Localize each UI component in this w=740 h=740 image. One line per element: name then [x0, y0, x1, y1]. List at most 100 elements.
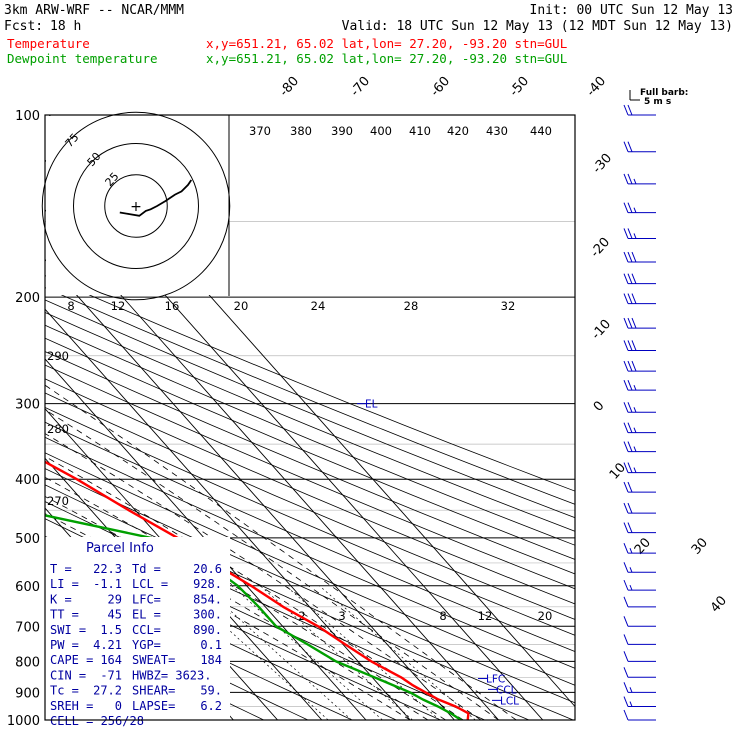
wind-barb-flag [623, 173, 629, 185]
wind-barb-flag [631, 317, 637, 329]
mixing-ratio-line [260, 585, 413, 720]
hodograph-trace [119, 179, 193, 217]
dry-adiabat-line [45, 275, 575, 492]
parcel-info-cell: 6.2 [200, 699, 222, 713]
wind-barb-half [629, 584, 633, 591]
theta-label: 380 [290, 124, 312, 138]
dry-adiabat-line [45, 364, 575, 590]
temperature-tick-label: 30 [689, 535, 711, 557]
parcel-info-cell: 22.3 [93, 562, 122, 576]
parcel-info-cell: CIN = [50, 668, 86, 682]
parcel-info-cell: CELL = 256/28 [50, 714, 144, 728]
parcel-info-cell: SWEAT= [132, 653, 175, 667]
wind-barb [623, 379, 656, 391]
wind-barb-half [633, 233, 637, 239]
theta-label: 290 [47, 349, 69, 363]
wind-barb-half [633, 467, 637, 473]
dry-adiabat-line [45, 392, 575, 620]
wind-barb [623, 522, 656, 534]
dry-adiabat-line [45, 468, 575, 704]
dry-adiabat-line [45, 337, 575, 560]
theta-label: 400 [370, 124, 392, 138]
parcel-info-cell: 0 [115, 699, 122, 713]
mixing-ratio-label: 20 [538, 609, 553, 623]
parcel-info-cell: PW = [50, 638, 79, 652]
wind-barb-flag [627, 340, 633, 351]
wind-barb-half [629, 548, 633, 554]
wind-barb [623, 340, 656, 351]
wind-barb-flag [623, 202, 629, 213]
parcel-info-cell: SREH = [50, 699, 93, 713]
pressure-tick-label: 100 [15, 109, 40, 124]
temperature-tick-label: -80 [277, 74, 302, 100]
isotherm-line [45, 358, 367, 720]
wind-barb [623, 462, 656, 474]
wind-barb-flag [627, 462, 633, 473]
wind-barb-flag [627, 293, 633, 304]
wind-barb-flag [623, 481, 629, 493]
temperature-tick-label: -40 [584, 74, 609, 100]
wind-barb-flag [623, 379, 629, 391]
temperature-tick-label: -30 [590, 151, 615, 177]
hodograph-ring [41, 111, 231, 301]
wind-barb [623, 104, 656, 116]
wind-barb-flag [623, 251, 629, 263]
wind-barb [623, 422, 656, 434]
wind-barb-flag [623, 340, 629, 351]
mixing-ratio-label: 8 [439, 609, 446, 623]
parcel-info-cell: LCL = [132, 577, 168, 591]
temperature-tick-label: -50 [507, 74, 532, 100]
wind-barb-half [629, 567, 633, 573]
parcel-info-cell: TT = [50, 608, 79, 622]
temperature-tick-label: -20 [588, 235, 613, 261]
wind-barb [623, 651, 656, 662]
parcel-info-cell: 27.2 [93, 684, 122, 698]
pressure-tick-label: 700 [15, 620, 40, 635]
wind-barb-flag [631, 360, 637, 372]
wind-barb-flag [627, 481, 633, 493]
pressure-tick-label: 900 [15, 686, 40, 701]
mixing-ratio-label: 12 [111, 299, 126, 313]
wind-barb-flag [623, 696, 629, 707]
wind-barb-flag [623, 293, 629, 304]
dry-adiabat-line [45, 299, 575, 519]
dry-adiabat-line [45, 452, 575, 686]
temperature-tick-label: 40 [708, 593, 730, 615]
pressure-tick-label: 1000 [7, 714, 40, 729]
wind-barb-flag [623, 273, 629, 284]
pressure-tick-label: 200 [15, 291, 40, 306]
fcst-value: 18 h [50, 19, 81, 34]
parcel-info-cell: YGP= [132, 638, 161, 652]
wind-barbs [623, 104, 656, 721]
parcel-info-cell: 59. [200, 684, 222, 698]
wind-barb-flag [623, 228, 629, 239]
wind-barb [623, 682, 656, 693]
temperature-tick-label: 10 [607, 460, 629, 482]
wind-barb-half [633, 427, 637, 433]
parcel-info-cell: CCL= [132, 623, 161, 637]
wind-barb-half [633, 207, 637, 213]
isotherm-line [45, 258, 455, 720]
wind-barb-flag [623, 682, 629, 693]
wind-barb-flag [627, 228, 633, 239]
wind-barb-flag [627, 173, 633, 185]
wind-barb-flag [623, 441, 629, 452]
mixing-ratio-label: 16 [165, 299, 180, 313]
level-label-el: EL [365, 399, 378, 411]
wind-barb-flag [623, 634, 629, 645]
parcel-info-cell: T = [50, 562, 72, 576]
legend-dewpoint-info: x,y=651.21, 65.02 lat,lon= 27.20, -93.20… [206, 51, 567, 66]
wind-barb [623, 141, 656, 153]
parcel-info-cell: -71 [100, 668, 122, 682]
wind-barb [623, 502, 656, 514]
wind-barb-flag [631, 293, 637, 304]
wind-barb-half [633, 384, 637, 391]
wind-barb [623, 402, 656, 413]
wind-barb [623, 228, 656, 239]
theta-label: 440 [530, 124, 552, 138]
barb-legend: Full barb: 5 m s [629, 88, 688, 107]
wind-barb-flag [627, 502, 633, 514]
wind-barb [623, 293, 656, 305]
wind-barb-flag [623, 402, 629, 413]
